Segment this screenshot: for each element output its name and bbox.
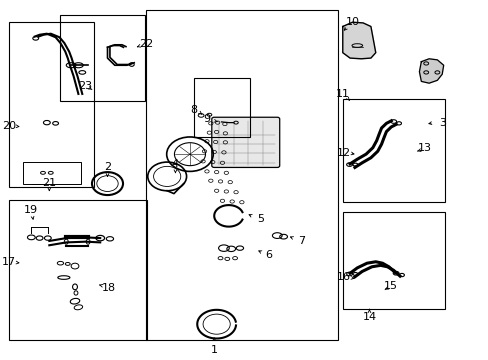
Text: 3: 3: [438, 118, 445, 128]
Text: 20: 20: [2, 121, 16, 131]
Bar: [146, 10, 337, 339]
FancyBboxPatch shape: [211, 117, 279, 167]
Text: 2: 2: [104, 162, 111, 172]
Polygon shape: [419, 59, 443, 83]
Bar: [9, 200, 147, 339]
Bar: [342, 99, 444, 202]
Text: 8: 8: [190, 105, 197, 115]
Text: 16: 16: [337, 272, 350, 282]
Bar: [61, 15, 145, 101]
Text: 19: 19: [24, 206, 39, 216]
Text: 23: 23: [79, 81, 93, 91]
Text: 1: 1: [210, 345, 217, 355]
Text: 6: 6: [265, 250, 272, 260]
Bar: [193, 78, 249, 137]
Text: 21: 21: [42, 178, 56, 188]
Bar: [9, 22, 94, 187]
Text: 15: 15: [384, 281, 397, 291]
Text: 12: 12: [337, 148, 350, 158]
Text: 7: 7: [297, 236, 305, 246]
Text: 18: 18: [102, 283, 116, 293]
Text: 22: 22: [139, 39, 153, 49]
Bar: [342, 212, 444, 309]
Text: 13: 13: [417, 143, 431, 153]
Text: 14: 14: [362, 312, 376, 322]
Text: 5: 5: [256, 215, 263, 224]
Bar: [22, 162, 81, 184]
Text: 17: 17: [2, 257, 16, 267]
Text: 9: 9: [203, 114, 210, 124]
Text: 11: 11: [335, 89, 349, 99]
Polygon shape: [342, 22, 375, 59]
Text: 10: 10: [345, 17, 359, 27]
Text: 4: 4: [171, 159, 179, 169]
